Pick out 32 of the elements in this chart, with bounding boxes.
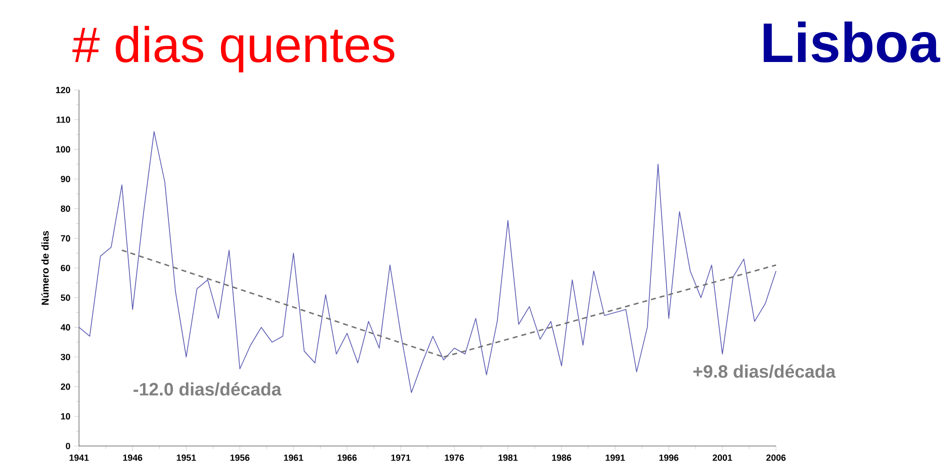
x-tick-label: 1971 bbox=[391, 454, 410, 461]
y-tick-label: 30 bbox=[60, 354, 70, 360]
x-tick-label: 2001 bbox=[712, 454, 732, 461]
y-tick-label: 90 bbox=[60, 176, 70, 182]
x-tick-label: 1996 bbox=[659, 454, 678, 461]
x-tick-label: 1981 bbox=[498, 454, 518, 461]
y-tick-label: 40 bbox=[60, 324, 70, 331]
y-tick-label: 60 bbox=[60, 264, 70, 272]
y-tick-label: 100 bbox=[56, 146, 70, 153]
y-tick-label: 50 bbox=[60, 294, 70, 301]
y-tick-label: 80 bbox=[60, 205, 70, 212]
y-tick-label: 70 bbox=[60, 235, 70, 242]
x-tick-label: 1976 bbox=[444, 454, 464, 461]
x-tick-label: 1946 bbox=[123, 454, 142, 461]
y-tick-label: 120 bbox=[56, 86, 70, 94]
x-tick-label: 1956 bbox=[230, 454, 250, 461]
y-tick-label: 20 bbox=[60, 383, 70, 390]
y-tick-label: 110 bbox=[56, 116, 70, 123]
x-tick-label: 1941 bbox=[70, 454, 89, 461]
x-tick-label: 1986 bbox=[552, 454, 572, 461]
x-tick-label: 1961 bbox=[284, 454, 304, 461]
annotation: -12.0 dias/década bbox=[134, 382, 282, 396]
y-axis-title: Número de dias bbox=[41, 231, 49, 305]
x-tick-label: 2006 bbox=[766, 454, 786, 461]
x-tick-label: 1951 bbox=[176, 454, 196, 461]
y-tick-label: 0 bbox=[66, 442, 70, 450]
chart-subtitle: Lisboa bbox=[764, 22, 940, 63]
x-tick-label: 1991 bbox=[606, 454, 625, 461]
x-tick-label: 1966 bbox=[338, 454, 357, 461]
y-tick-label: 10 bbox=[61, 413, 70, 420]
annotation: +9.8 dias/década bbox=[693, 364, 836, 378]
chart-title: # dias quentes bbox=[72, 26, 394, 72]
